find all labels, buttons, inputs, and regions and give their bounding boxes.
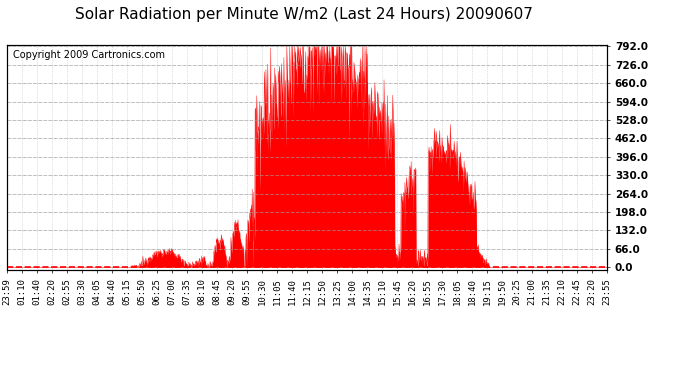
Text: Copyright 2009 Cartronics.com: Copyright 2009 Cartronics.com	[13, 50, 165, 60]
Text: Solar Radiation per Minute W/m2 (Last 24 Hours) 20090607: Solar Radiation per Minute W/m2 (Last 24…	[75, 8, 533, 22]
